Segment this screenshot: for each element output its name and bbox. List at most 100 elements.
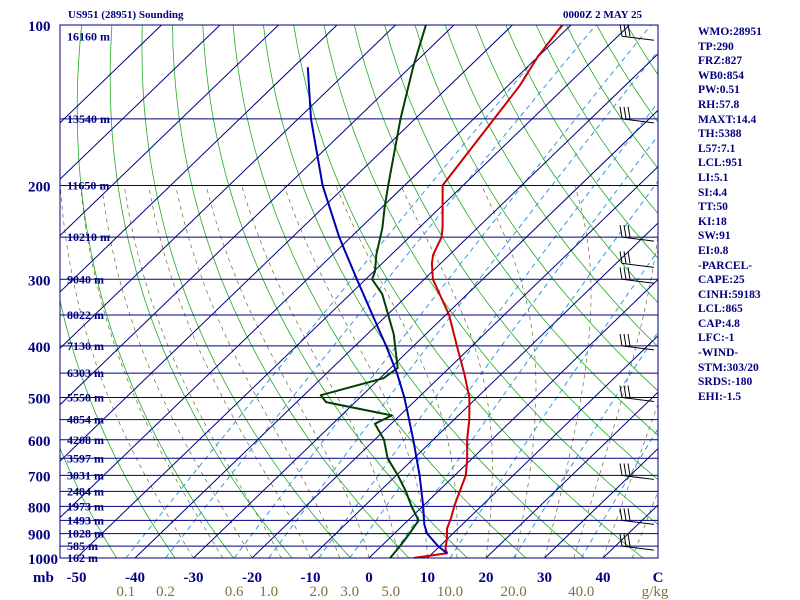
index-item: TT:50 bbox=[698, 201, 728, 214]
isotherm-10 bbox=[427, 335, 658, 558]
dry-adiabat-360 bbox=[414, 25, 658, 392]
temp-tick-7: 20 bbox=[479, 570, 494, 586]
height-label-13: 2484 m bbox=[67, 484, 104, 498]
isotherm-0 bbox=[368, 278, 658, 558]
wind-barb-3 bbox=[619, 251, 655, 268]
isotherm--90 bbox=[60, 25, 396, 350]
wind-barb-0 bbox=[619, 24, 655, 41]
dry-adiabat-480 bbox=[779, 25, 800, 569]
isotherm--50 bbox=[76, 25, 630, 558]
mixing-ratio-tick-2: 0.6 bbox=[225, 584, 244, 600]
sounding-series-0 bbox=[413, 25, 563, 558]
height-label-11: 3597 m bbox=[67, 451, 104, 465]
height-label-17: 585 m bbox=[67, 539, 98, 553]
height-label-10: 4208 m bbox=[67, 433, 104, 447]
wind-barb-4 bbox=[619, 267, 655, 284]
mixing-ratio-tick-0: 0.1 bbox=[116, 584, 135, 600]
height-label-9: 4854 m bbox=[67, 413, 104, 427]
temp-tick-1: -40 bbox=[125, 570, 145, 586]
isotherm-30 bbox=[544, 447, 658, 558]
index-item: KI:18 bbox=[698, 215, 727, 228]
plot-frame bbox=[59, 24, 659, 559]
height-label-14: 1973 m bbox=[67, 499, 104, 513]
index-item: LCL:865 bbox=[698, 303, 743, 316]
mixing-ratio-line-40 bbox=[580, 427, 658, 558]
pressure-unit-label: mb bbox=[33, 570, 54, 586]
index-item: LCL:951 bbox=[698, 157, 743, 170]
mixing-ratio-tick-7: 10.0 bbox=[437, 584, 463, 600]
height-label-3: 10210 m bbox=[67, 230, 110, 244]
dry-adiabat-390 bbox=[505, 25, 658, 259]
datetime-label: 0000Z 2 MAY 25 bbox=[563, 9, 642, 21]
dry-adiabat-340 bbox=[353, 25, 658, 481]
temp-tick-6: 10 bbox=[420, 570, 435, 586]
isotherm--110 bbox=[60, 25, 279, 237]
moist-adiabat-45 bbox=[631, 490, 658, 558]
mixing-ratio-tick-6: 5.0 bbox=[381, 584, 400, 600]
pressure-tick-100: 100 bbox=[28, 19, 51, 35]
index-item: SRDS:-180 bbox=[698, 376, 753, 389]
temp-tick-5: 0 bbox=[365, 570, 373, 586]
dry-adiabat-310 bbox=[263, 25, 586, 558]
dry-adiabat-370 bbox=[444, 25, 658, 348]
wind-barb-2 bbox=[619, 225, 655, 242]
isotherm--80 bbox=[60, 25, 455, 406]
pressure-tick-200: 200 bbox=[28, 179, 51, 195]
isobars bbox=[60, 24, 658, 559]
temp-tick-10: C bbox=[653, 570, 664, 586]
temp-tick-0: -50 bbox=[67, 570, 87, 586]
index-item: STM:303/20 bbox=[698, 361, 759, 374]
pressure-tick-1000: 1000 bbox=[28, 552, 58, 568]
isotherms bbox=[60, 25, 658, 558]
index-item: L57:7.1 bbox=[698, 142, 736, 155]
isotherm--60 bbox=[60, 25, 572, 519]
temp-tick-8: 30 bbox=[537, 570, 552, 586]
dry-adiabat-330 bbox=[323, 25, 658, 525]
temp-tick-4: -10 bbox=[301, 570, 321, 586]
pressure-tick-700: 700 bbox=[28, 469, 51, 485]
dry-adiabat-350 bbox=[384, 25, 658, 436]
dry-adiabat-240 bbox=[60, 298, 176, 558]
isotherm--10 bbox=[310, 222, 658, 558]
index-item: SW:91 bbox=[698, 230, 731, 243]
moist-adiabat--30 bbox=[60, 185, 194, 558]
index-item: SI:4.4 bbox=[698, 186, 728, 199]
height-label-6: 7130 m bbox=[67, 339, 104, 353]
mixing-ratio-tick-5: 3.0 bbox=[340, 584, 359, 600]
dry-adiabat-270 bbox=[141, 25, 352, 558]
moist-adiabat-5 bbox=[241, 185, 399, 558]
mixing-ratio-tick-9: 40.0 bbox=[568, 584, 594, 600]
dry-adiabat-230 bbox=[60, 447, 118, 558]
pressure-tick-500: 500 bbox=[28, 392, 51, 408]
moist-adiabat-15 bbox=[335, 185, 458, 558]
index-item: -PARCEL- bbox=[698, 259, 753, 272]
index-item: WMO:28951 bbox=[698, 26, 762, 38]
dry-adiabat-290 bbox=[202, 25, 469, 558]
indices-panel: WMO:28951 TP:290 FRZ:827 WB0:854 PW:0.51 RH:5… bbox=[698, 25, 762, 404]
wind-barbs bbox=[619, 24, 655, 551]
moist-adiabat-35 bbox=[573, 231, 658, 558]
index-item: EI:0.8 bbox=[698, 244, 729, 257]
moist-adiabat-25 bbox=[481, 185, 537, 558]
index-item: CINH:59183 bbox=[698, 288, 761, 301]
wind-barb-1 bbox=[619, 106, 655, 124]
height-label-8: 5550 m bbox=[67, 391, 104, 405]
index-item: MAXT:14.4 bbox=[698, 113, 757, 126]
index-item: LI:5.1 bbox=[698, 171, 729, 184]
wind-barb-8 bbox=[619, 508, 655, 525]
wind-barb-7 bbox=[619, 463, 655, 480]
wind-barb-9 bbox=[619, 534, 655, 551]
height-label-15: 1493 m bbox=[67, 513, 104, 527]
index-item: TP:290 bbox=[698, 40, 734, 53]
height-label-5: 8022 m bbox=[67, 308, 104, 322]
index-item: PW:0.51 bbox=[698, 84, 740, 97]
pressure-tick-400: 400 bbox=[28, 340, 51, 356]
isotherm--120 bbox=[60, 25, 221, 180]
mixing-ratio-tick-4: 2.0 bbox=[309, 584, 328, 600]
index-item: CAPE:25 bbox=[698, 274, 745, 287]
dry-adiabat-280 bbox=[172, 25, 410, 558]
index-item: -WIND- bbox=[698, 347, 739, 360]
index-item: FRZ:827 bbox=[698, 55, 743, 68]
